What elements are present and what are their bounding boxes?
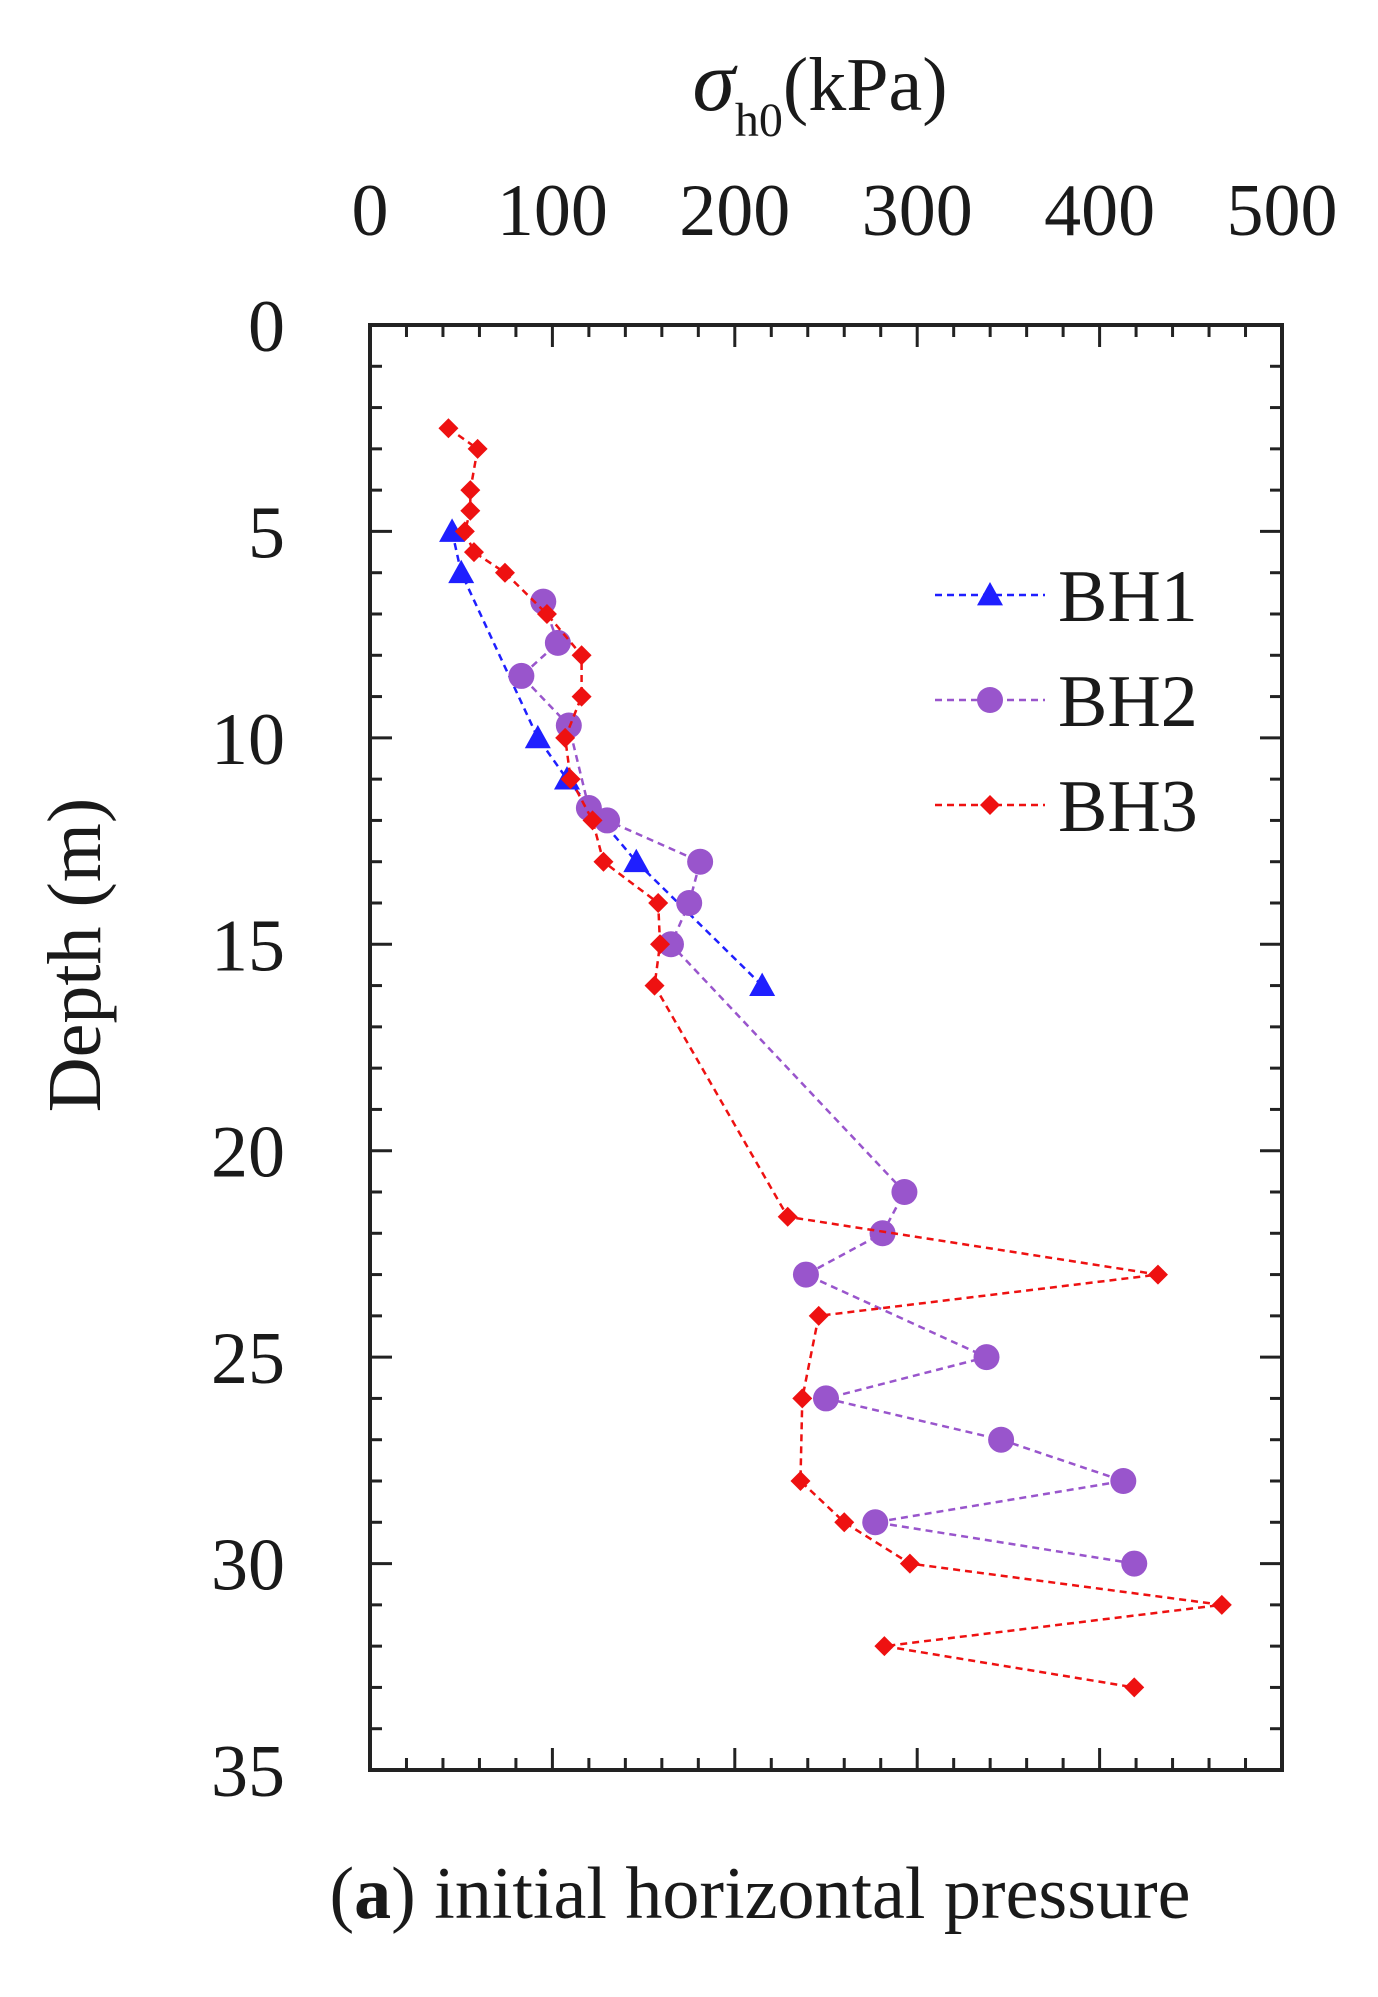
legend-label-bh3: BH3 — [1058, 766, 1198, 848]
series-bh3-point — [874, 1636, 895, 1657]
y-tick-label: 15 — [211, 905, 285, 987]
series-bh2-point — [1121, 1550, 1148, 1577]
series-bh3-point — [644, 975, 665, 996]
series-bh3-point — [650, 934, 671, 955]
x-tick-label: 400 — [1044, 170, 1155, 252]
series-bh3-point — [460, 500, 481, 521]
x-axis-title-symbol: σ — [692, 33, 738, 129]
series-bh1-point — [623, 848, 650, 873]
series-bh3-point — [438, 418, 459, 439]
x-axis-title-subscript: h0 — [735, 94, 783, 147]
series-bh2-point — [869, 1220, 896, 1247]
caption-text: ) initial horizontal pressure — [391, 1853, 1190, 1935]
series-bh3-point — [571, 645, 592, 666]
series-bh1-point — [749, 972, 776, 996]
series-bh2 — [508, 588, 1148, 1577]
series-bh1 — [439, 518, 776, 996]
legend-marker-bh1 — [977, 582, 1003, 606]
series-bh2-point — [988, 1426, 1015, 1453]
plot-frame — [368, 323, 1284, 1772]
x-axis-title-unit: (kPa) — [783, 43, 948, 127]
series-bh1-line — [450, 531, 764, 987]
series-bh3 — [438, 418, 1232, 1698]
caption-letter: a — [354, 1853, 391, 1935]
series-bh2-point — [687, 848, 714, 875]
series-bh2-point — [813, 1385, 839, 1412]
series-bh2-line — [519, 601, 1135, 1565]
series-bh2-point — [862, 1509, 889, 1536]
series-bh1-point — [439, 518, 466, 542]
series-bh1-point — [448, 559, 475, 584]
series-bh3-point — [1124, 1677, 1145, 1698]
legend-label-bh1: BH1 — [1058, 556, 1198, 638]
series-bh2-point — [544, 629, 571, 656]
figure-caption: (a) initial horizontal pressure — [329, 1853, 1190, 1935]
series-bh2-point — [1110, 1468, 1137, 1494]
series-bh3-point — [463, 542, 484, 563]
series-bh3-point — [808, 1305, 829, 1326]
series-bh3-point — [792, 1388, 813, 1409]
series-bh3-point — [460, 480, 481, 501]
series-bh2-point — [594, 807, 621, 834]
x-tick-label: 100 — [497, 170, 608, 252]
series-bh2-point — [508, 662, 535, 689]
series-bh3-point — [582, 810, 603, 831]
series-bh3-point — [593, 851, 614, 872]
series-bh3-point — [777, 1206, 798, 1227]
x-tick-label: 300 — [862, 170, 973, 252]
legend-label-bh2: BH2 — [1058, 661, 1198, 743]
series-bh3-point — [1211, 1594, 1232, 1615]
series-bh3-point — [648, 893, 669, 913]
y-axis-ticks: 0 5 10 15 20 25 30 35 — [211, 286, 1282, 1813]
legend-entry-bh2: BH2 — [935, 661, 1198, 743]
series-bh3-point — [454, 521, 475, 542]
legend: BH1 BH2 BH3 — [935, 556, 1198, 848]
y-axis-title: Depth (m) — [33, 798, 117, 1112]
series-bh2-point — [973, 1344, 1000, 1371]
legend-entry-bh3: BH3 — [935, 766, 1198, 848]
series-bh2-point — [891, 1179, 918, 1205]
y-tick-label: 20 — [211, 1112, 285, 1194]
y-tick-label: 5 — [248, 492, 285, 574]
x-axis-title: σh0(kPa) — [692, 33, 947, 147]
y-tick-label: 30 — [211, 1525, 285, 1607]
series-bh2-point — [792, 1261, 819, 1288]
series-bh3-point — [899, 1553, 920, 1574]
series-bh3-point — [494, 562, 515, 583]
series-bh3-point — [555, 727, 576, 748]
y-tick-label: 10 — [211, 699, 285, 781]
legend-marker-bh3 — [980, 795, 1000, 815]
legend-entry-bh1: BH1 — [935, 556, 1198, 638]
series-bh2-point — [657, 931, 684, 958]
legend-marker-bh2 — [977, 687, 1003, 713]
series-bh1-point — [524, 724, 551, 749]
series-bh3-point — [536, 604, 557, 624]
series-layer — [438, 418, 1232, 1698]
series-bh3-point — [834, 1512, 855, 1533]
y-tick-label: 0 — [248, 286, 285, 368]
x-tick-label: 500 — [1227, 170, 1338, 252]
y-tick-label: 25 — [211, 1318, 285, 1400]
series-bh3-point — [790, 1471, 811, 1491]
y-tick-label: 35 — [211, 1731, 285, 1813]
x-tick-label: 0 — [352, 170, 389, 252]
series-bh3-point — [560, 769, 581, 790]
series-bh3-point — [1147, 1264, 1168, 1285]
caption-open-paren: ( — [329, 1853, 354, 1935]
series-bh3-point — [467, 438, 488, 459]
series-bh3-point — [571, 686, 592, 707]
series-bh2-point — [676, 890, 703, 916]
x-axis-ticks: 0 100 200 300 400 500 — [352, 170, 1338, 1770]
x-tick-label: 200 — [679, 170, 790, 252]
